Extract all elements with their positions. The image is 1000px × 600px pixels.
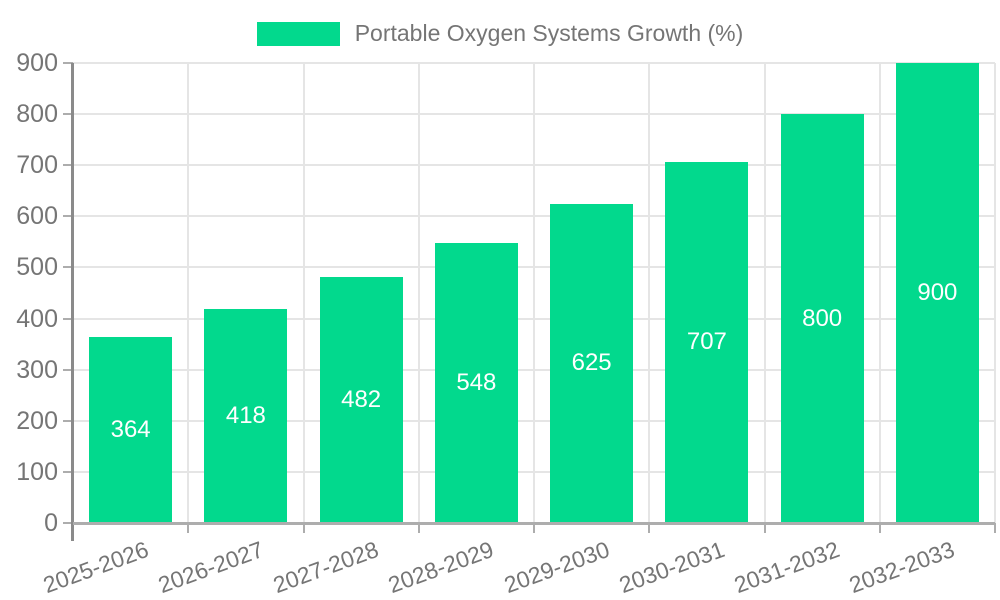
x-axis-tick xyxy=(994,523,996,533)
bar-2025-2026[interactable] xyxy=(89,336,173,523)
gridline-vertical xyxy=(878,63,881,523)
bar-2031-2032[interactable] xyxy=(780,114,864,523)
y-axis-tick-label: 800 xyxy=(16,100,58,129)
y-axis-tick xyxy=(63,113,73,116)
x-axis-tick-label: 2025-2026 xyxy=(39,536,152,599)
bar-2028-2029[interactable] xyxy=(434,242,518,523)
legend-item[interactable]: Portable Oxygen Systems Growth (%) xyxy=(0,20,1000,47)
y-axis-tick-label: 300 xyxy=(16,355,58,384)
y-axis-tick xyxy=(63,368,73,371)
x-axis-tick-label: 2029-2030 xyxy=(500,536,613,599)
bar-2029-2030[interactable] xyxy=(550,203,634,523)
bar-2026-2027[interactable] xyxy=(204,309,288,523)
x-axis-tick-label: 2031-2032 xyxy=(730,536,844,599)
bar-2030-2031[interactable] xyxy=(665,161,749,523)
y-axis-tick xyxy=(63,266,73,269)
y-axis-tick xyxy=(63,470,73,473)
x-axis-tick xyxy=(878,523,881,533)
y-axis-tick-label: 600 xyxy=(16,202,58,231)
x-axis-tick-label: 2030-2031 xyxy=(615,536,728,599)
x-axis-line xyxy=(73,522,995,525)
legend-label: Portable Oxygen Systems Growth (%) xyxy=(354,20,744,46)
x-axis-tick xyxy=(187,523,190,533)
y-axis-tick xyxy=(63,522,73,524)
y-axis-tick xyxy=(63,419,73,422)
gridline-vertical xyxy=(187,63,190,523)
x-axis-tick-label: 2027-2028 xyxy=(269,536,383,599)
gridline-vertical xyxy=(994,63,996,523)
y-axis-tick xyxy=(63,164,73,167)
x-axis-tick xyxy=(417,523,420,533)
y-axis-tick-label: 100 xyxy=(16,457,58,486)
bar-2032-2033[interactable] xyxy=(895,63,979,523)
x-axis-tick-label: 2026-2027 xyxy=(154,536,267,599)
legend-swatch xyxy=(256,21,340,46)
x-axis-tick xyxy=(763,523,766,533)
y-axis-tick xyxy=(63,62,73,64)
gridline-vertical xyxy=(648,63,651,523)
gridline-vertical xyxy=(417,63,420,523)
x-axis-tick-label: 2032-2033 xyxy=(846,536,959,599)
x-axis-tick xyxy=(533,523,535,533)
gridline-vertical xyxy=(763,63,766,523)
x-axis-tick-label: 2028-2029 xyxy=(385,536,498,599)
y-axis-tick-label: 0 xyxy=(44,509,58,537)
x-axis-tick xyxy=(302,523,305,533)
y-axis-tick-label: 200 xyxy=(16,406,58,435)
y-axis-tick-label: 700 xyxy=(16,151,58,180)
gridline-vertical xyxy=(302,63,305,523)
y-axis-line xyxy=(71,63,74,541)
y-axis-tick-label: 900 xyxy=(16,49,58,77)
y-axis-tick xyxy=(63,215,73,218)
bar-2027-2028[interactable] xyxy=(319,276,403,523)
y-axis-tick-label: 500 xyxy=(16,253,58,282)
gridline-vertical xyxy=(533,63,535,523)
y-axis-tick-label: 400 xyxy=(16,304,58,333)
y-axis-tick xyxy=(63,317,73,320)
x-axis-tick xyxy=(648,523,651,533)
